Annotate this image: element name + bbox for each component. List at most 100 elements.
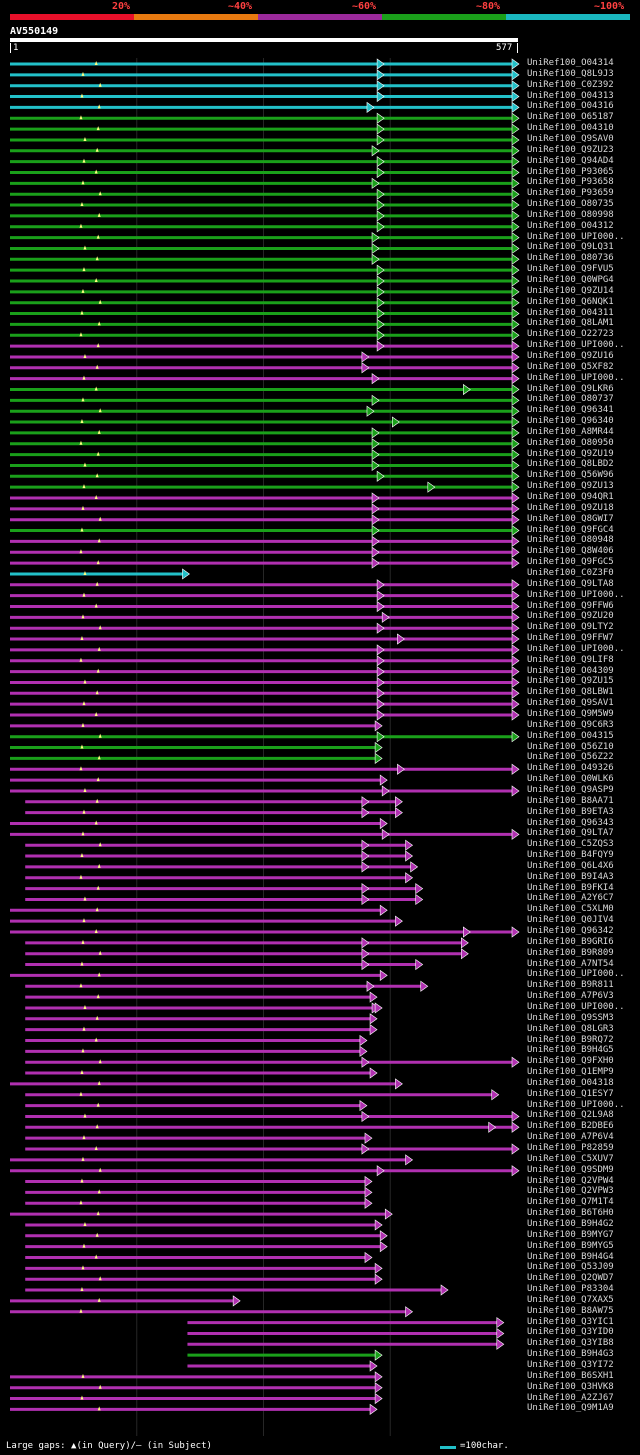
hit-label[interactable]: UniRef100_O80950 bbox=[527, 437, 614, 448]
hit-label[interactable]: UniRef100_O04309 bbox=[527, 665, 614, 676]
hit-label[interactable]: UniRef100_B4FQY9 bbox=[527, 850, 614, 861]
hit-label[interactable]: UniRef100_Q9FFW6 bbox=[527, 600, 614, 611]
hit-label[interactable]: UniRef100_B9MYG7 bbox=[527, 1229, 614, 1240]
hit-label[interactable]: UniRef100_Q2VPW4 bbox=[527, 1175, 614, 1186]
hit-label[interactable]: UniRef100_Q6L4X6 bbox=[527, 860, 614, 871]
hit-label[interactable]: UniRef100_Q9ZU13 bbox=[527, 481, 614, 492]
hit-label[interactable]: UniRef100_Q9FVU5 bbox=[527, 264, 614, 275]
hit-label[interactable]: UniRef100_UPI000.. bbox=[527, 340, 625, 351]
hit-label[interactable]: UniRef100_Q9SAV1 bbox=[527, 698, 614, 709]
hit-label[interactable]: UniRef100_Q3YIB8 bbox=[527, 1338, 614, 1349]
hit-label[interactable]: UniRef100_Q2L9A8 bbox=[527, 1110, 614, 1121]
hit-label[interactable]: UniRef100_Q3YIC1 bbox=[527, 1316, 614, 1327]
hit-label[interactable]: UniRef100_A7NT54 bbox=[527, 958, 614, 969]
hit-label[interactable]: UniRef100_Q8LAM1 bbox=[527, 318, 614, 329]
hit-label[interactable]: UniRef100_P83304 bbox=[527, 1284, 614, 1295]
hit-label[interactable]: UniRef100_O04310 bbox=[527, 123, 614, 134]
hit-label[interactable]: UniRef100_B9H4G2 bbox=[527, 1218, 614, 1229]
hit-label[interactable]: UniRef100_Q9M1A9 bbox=[527, 1403, 614, 1414]
hit-label[interactable]: UniRef100_O04313 bbox=[527, 90, 614, 101]
hit-label[interactable]: UniRef100_UPI000.. bbox=[527, 643, 625, 654]
hit-label[interactable]: UniRef100_P93065 bbox=[527, 166, 614, 177]
hit-label[interactable]: UniRef100_Q3YI72 bbox=[527, 1360, 614, 1370]
hit-label[interactable]: UniRef100_Q9LTA7 bbox=[527, 828, 614, 839]
hit-label[interactable]: UniRef100_C0Z3F0 bbox=[527, 567, 614, 578]
hit-label[interactable]: UniRef100_O04311 bbox=[527, 307, 614, 318]
hit-label[interactable]: UniRef100_Q9ZU15 bbox=[527, 676, 614, 687]
hit-label[interactable]: UniRef100_C5XUV7 bbox=[527, 1153, 614, 1164]
hit-label[interactable]: UniRef100_B8AA71 bbox=[527, 795, 614, 806]
hit-label[interactable]: UniRef100_Q3YID0 bbox=[527, 1327, 614, 1338]
hit-label[interactable]: UniRef100_B8AW75 bbox=[527, 1305, 614, 1316]
hit-label[interactable]: UniRef100_O80998 bbox=[527, 209, 614, 220]
hit-label[interactable]: UniRef100_O80736 bbox=[527, 253, 614, 264]
hit-label[interactable]: UniRef100_B9MYG5 bbox=[527, 1240, 614, 1251]
hit-label[interactable]: UniRef100_Q9SDM9 bbox=[527, 1164, 614, 1175]
hit-label[interactable]: UniRef100_Q9LTY2 bbox=[527, 622, 614, 633]
hit-label[interactable]: UniRef100_O80737 bbox=[527, 394, 614, 405]
hit-label[interactable]: UniRef100_Q5XF82 bbox=[527, 361, 614, 372]
hit-label[interactable]: UniRef100_UPI000.. bbox=[527, 969, 625, 980]
hit-label[interactable]: UniRef100_C5ZQS3 bbox=[527, 839, 614, 850]
hit-label[interactable]: UniRef100_A7P6V4 bbox=[527, 1132, 614, 1143]
hit-label[interactable]: UniRef100_O49326 bbox=[527, 763, 614, 774]
hit-label[interactable]: UniRef100_Q9LTA8 bbox=[527, 578, 614, 589]
hit-label[interactable]: UniRef100_B6T6H0 bbox=[527, 1208, 614, 1219]
hit-label[interactable]: UniRef100_Q0WLK6 bbox=[527, 774, 614, 785]
hit-label[interactable]: UniRef100_Q9FGC4 bbox=[527, 524, 614, 535]
hit-label[interactable]: UniRef100_O04312 bbox=[527, 220, 614, 231]
hit-label[interactable]: UniRef100_Q9C6R3 bbox=[527, 719, 614, 730]
hit-label[interactable]: UniRef100_Q9ZU23 bbox=[527, 144, 614, 155]
hit-label[interactable]: UniRef100_Q1EMP9 bbox=[527, 1067, 614, 1078]
hit-label[interactable]: UniRef100_B6SXH1 bbox=[527, 1370, 614, 1381]
hit-label[interactable]: UniRef100_O80948 bbox=[527, 535, 614, 546]
hit-label[interactable]: UniRef100_Q96343 bbox=[527, 817, 614, 828]
hit-label[interactable]: UniRef100_Q96340 bbox=[527, 416, 614, 427]
hit-label[interactable]: UniRef100_Q1ESY7 bbox=[527, 1088, 614, 1099]
hit-label[interactable]: UniRef100_O04318 bbox=[527, 1077, 614, 1088]
hit-label[interactable]: UniRef100_Q9SAV0 bbox=[527, 133, 614, 144]
hit-label[interactable]: UniRef100_O04314 bbox=[527, 58, 614, 68]
hit-label[interactable]: UniRef100_O04315 bbox=[527, 730, 614, 741]
hit-label[interactable]: UniRef100_A2ZJ67 bbox=[527, 1392, 614, 1403]
hit-label[interactable]: UniRef100_A2Y6C7 bbox=[527, 893, 614, 904]
hit-label[interactable]: UniRef100_Q56W96 bbox=[527, 470, 614, 481]
hit-label[interactable]: UniRef100_Q96342 bbox=[527, 926, 614, 936]
hit-label[interactable]: UniRef100_Q8W406 bbox=[527, 546, 614, 557]
hit-label[interactable]: UniRef100_Q9ASP9 bbox=[527, 784, 614, 795]
hit-label[interactable]: UniRef100_Q8LGR3 bbox=[527, 1023, 614, 1034]
hit-label[interactable]: UniRef100_UPI000.. bbox=[527, 1099, 625, 1110]
hit-label[interactable]: UniRef100_A7P6V3 bbox=[527, 991, 614, 1002]
hit-label[interactable]: UniRef100_Q53J09 bbox=[527, 1262, 614, 1273]
hit-label[interactable]: UniRef100_Q9FXH0 bbox=[527, 1056, 614, 1067]
hit-label[interactable]: UniRef100_Q9ZU16 bbox=[527, 350, 614, 361]
hit-label[interactable]: UniRef100_Q7M1T4 bbox=[527, 1197, 614, 1208]
hit-label[interactable]: UniRef100_Q9M5W9 bbox=[527, 709, 614, 719]
hit-label[interactable]: UniRef100_UPI000.. bbox=[527, 372, 625, 383]
hit-label[interactable]: UniRef100_B9ETA3 bbox=[527, 806, 614, 817]
hit-label[interactable]: UniRef100_Q2QWD7 bbox=[527, 1273, 614, 1284]
hit-label[interactable]: UniRef100_O65187 bbox=[527, 112, 614, 123]
hit-label[interactable]: UniRef100_Q94QR1 bbox=[527, 492, 614, 502]
hit-label[interactable]: UniRef100_B9RQ72 bbox=[527, 1034, 614, 1045]
hit-label[interactable]: UniRef100_Q8L9J3 bbox=[527, 68, 614, 79]
hit-label[interactable]: UniRef100_C5XLM0 bbox=[527, 904, 614, 915]
hit-label[interactable]: UniRef100_P93658 bbox=[527, 177, 614, 188]
hit-label[interactable]: UniRef100_B9H4G4 bbox=[527, 1251, 614, 1262]
hit-label[interactable]: UniRef100_Q9LQ31 bbox=[527, 242, 614, 253]
hit-label[interactable]: UniRef100_Q56Z10 bbox=[527, 741, 614, 752]
hit-label[interactable]: UniRef100_B2DBE6 bbox=[527, 1121, 614, 1132]
hit-label[interactable]: UniRef100_Q9ZU20 bbox=[527, 611, 614, 622]
hit-label[interactable]: UniRef100_P82859 bbox=[527, 1143, 614, 1153]
hit-label[interactable]: UniRef100_Q8LBD2 bbox=[527, 459, 614, 470]
hit-label[interactable]: UniRef100_Q96341 bbox=[527, 405, 614, 416]
hit-label[interactable]: UniRef100_Q56Z22 bbox=[527, 752, 614, 763]
hit-label[interactable]: UniRef100_B9R811 bbox=[527, 980, 614, 991]
hit-label[interactable]: UniRef100_B9I4A3 bbox=[527, 871, 614, 882]
hit-label[interactable]: UniRef100_P93659 bbox=[527, 188, 614, 199]
hit-label[interactable]: UniRef100_UPI000.. bbox=[527, 1001, 625, 1012]
hit-label[interactable]: UniRef100_Q0WPG4 bbox=[527, 275, 614, 285]
hit-label[interactable]: UniRef100_O22723 bbox=[527, 329, 614, 340]
hit-label[interactable]: UniRef100_B9GRI6 bbox=[527, 936, 614, 947]
hit-label[interactable]: UniRef100_B9FKI4 bbox=[527, 882, 614, 893]
